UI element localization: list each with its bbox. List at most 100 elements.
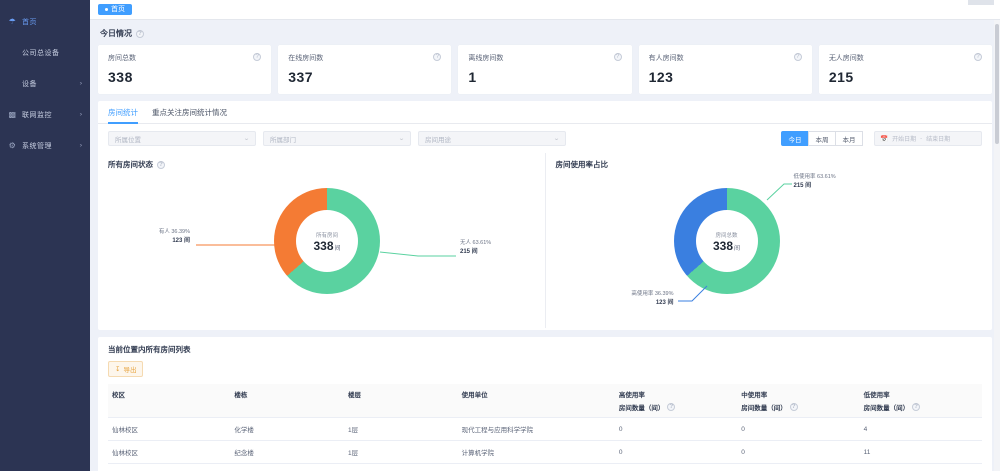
tab-key-rooms-statistics[interactable]: 重点关注房间统计情况 xyxy=(152,107,227,123)
download-icon: ↧ xyxy=(115,366,121,373)
export-button[interactable]: ↧ 导出 xyxy=(108,361,144,377)
date-range-separator: - xyxy=(920,135,923,142)
col-sublabel-row: 房间数量（间） ? xyxy=(741,402,855,412)
monitor-icon: ▩ xyxy=(8,110,17,119)
select-placeholder: 所属位置 xyxy=(115,136,141,144)
table-row[interactable]: 仙林校区 纪念楼 1层 计算机学院 0 0 11 xyxy=(108,440,982,464)
cell-mid: 0 xyxy=(737,417,860,441)
range-button-month[interactable]: 本月 xyxy=(835,131,863,146)
cell-floor: 1层 xyxy=(343,463,458,471)
tab-room-statistics[interactable]: 房间统计 xyxy=(108,107,138,124)
donut-chart[interactable]: 房间总数 338间 xyxy=(673,188,780,294)
help-icon[interactable]: ? xyxy=(974,53,983,61)
col-low-usage[interactable]: 低使用率 房间数量（间） ? xyxy=(859,384,982,418)
col-sublabel: 房间数量（间） xyxy=(863,405,910,412)
table-header-row: 校区 楼栋 楼层 使用单位 高使 xyxy=(108,384,982,418)
help-icon[interactable]: ? xyxy=(912,403,921,411)
pie-label-text: 无人 63.61% xyxy=(460,240,492,246)
stat-card-value: 1 xyxy=(468,69,477,85)
pie-label-value: 123 间 xyxy=(655,299,674,306)
sidebar-item-system-management[interactable]: ⚙ 系统管理 › xyxy=(0,130,90,161)
col-high-usage[interactable]: 高使用率 房间数量（间） ? xyxy=(614,384,738,418)
col-label: 中使用率 xyxy=(741,392,768,399)
cell-high: 0 xyxy=(614,417,738,441)
col-label: 高使用率 xyxy=(618,392,645,399)
help-icon[interactable]: ? xyxy=(157,160,165,169)
pie-label-text: 高使用率 36.39% xyxy=(631,291,674,297)
stat-card-title: 无人房间数 xyxy=(828,55,864,62)
help-icon[interactable]: ? xyxy=(613,53,622,61)
donut-center: 房间总数 338间 xyxy=(695,210,758,272)
stat-card-title: 离线房间数 xyxy=(468,55,504,62)
range-button-label: 本月 xyxy=(842,136,856,144)
help-icon[interactable]: ? xyxy=(136,29,144,38)
help-icon[interactable]: ? xyxy=(793,53,802,61)
col-unit[interactable]: 使用单位 xyxy=(457,384,615,418)
cell-low: 17 xyxy=(859,463,982,471)
cell-high: 0 xyxy=(614,440,738,464)
sidebar-item-network-monitor[interactable]: ▩ 联网监控 › xyxy=(0,99,90,130)
help-icon[interactable]: ? xyxy=(433,53,442,61)
sidebar-item-company-devices[interactable]: 公司总设备 xyxy=(0,37,90,68)
sidebar-item-label: 系统管理 xyxy=(22,142,52,150)
tab-label: 首页 xyxy=(111,6,125,13)
donut-center-unit: 间 xyxy=(734,245,741,252)
col-building[interactable]: 楼栋 xyxy=(230,384,344,418)
cell-high: 0 xyxy=(614,463,738,471)
col-campus[interactable]: 校区 xyxy=(108,384,231,418)
table-row[interactable]: 仙林校区 化学楼 1层 大学计算机基础教学部 0 0 17 xyxy=(108,463,982,471)
select-location[interactable]: 所属位置 ⌄ xyxy=(108,131,256,146)
filter-bar: 所属位置 ⌄ 所属部门 ⌄ 房间用途 ⌄ 今日 xyxy=(98,124,992,153)
statistics-panel: 房间统计 重点关注房间统计情况 所属位置 ⌄ 所属部门 ⌄ xyxy=(98,101,992,330)
chart-title-row: 房间使用率占比 xyxy=(556,159,983,170)
tab-label: 房间统计 xyxy=(108,108,138,117)
range-button-today[interactable]: 今日 xyxy=(781,131,809,146)
cell-campus: 仙林校区 xyxy=(108,417,231,441)
col-floor[interactable]: 楼层 xyxy=(343,384,458,418)
tab-home[interactable]: 首页 xyxy=(98,4,132,15)
sidebar-item-device[interactable]: 设备 › xyxy=(0,68,90,99)
cell-unit: 大学计算机基础教学部 xyxy=(457,463,615,471)
table-row[interactable]: 仙林校区 化学楼 1层 现代工程与应用科学学院 0 0 4 xyxy=(108,417,982,441)
date-range-picker[interactable]: 📅 开始日期 - 结束日期 xyxy=(874,131,982,146)
col-sublabel: 房间数量（间） xyxy=(741,405,787,412)
pie-label-value: 215 间 xyxy=(793,182,812,189)
chevron-down-icon: › xyxy=(79,142,83,149)
donut-chart[interactable]: 所有房间 338间 xyxy=(274,188,380,294)
table-title: 当前位置内所有房间列表 xyxy=(108,345,191,354)
range-button-label: 本周 xyxy=(815,136,829,144)
cell-building: 化学楼 xyxy=(230,417,344,441)
donut-center-unit: 间 xyxy=(334,245,341,252)
range-button-label: 今日 xyxy=(788,136,802,144)
donut-center-value-wrap: 338间 xyxy=(713,240,740,252)
scrollbar-thumb[interactable] xyxy=(995,24,999,144)
sidebar-item-label: 设备 xyxy=(22,80,37,88)
help-icon[interactable]: ? xyxy=(253,53,262,61)
donut-center-value-wrap: 338间 xyxy=(313,240,340,252)
help-icon[interactable]: ? xyxy=(789,403,798,411)
cell-floor: 1层 xyxy=(343,440,458,464)
range-button-week[interactable]: 本周 xyxy=(808,131,836,146)
chevron-down-icon: ⌄ xyxy=(553,136,560,142)
help-icon[interactable]: ? xyxy=(667,403,676,411)
col-mid-usage[interactable]: 中使用率 房间数量（间） ? xyxy=(737,384,860,418)
page-tab-bar: 首页 xyxy=(90,0,1000,20)
leader-lines xyxy=(196,244,456,257)
chart-canvas: 所有房间 338间 xyxy=(108,170,535,320)
content-scroll: 今日情况 ? 房间总数 ? 338 在线房间数 ? 337 xyxy=(90,20,1000,471)
export-button-label: 导出 xyxy=(123,367,137,374)
select-room-usage[interactable]: 房间用途 ⌄ xyxy=(418,131,566,146)
pie-label-vacant: 无人 63.61% 215 间 xyxy=(460,239,491,257)
select-placeholder: 房间用途 xyxy=(425,136,451,144)
table-body: 仙林校区 化学楼 1层 现代工程与应用科学学院 0 0 4 仙林校区 纪念楼 1… xyxy=(108,417,982,471)
scrollbar-track[interactable] xyxy=(994,20,1000,471)
stat-card-title: 在线房间数 xyxy=(288,55,324,62)
sidebar-item-home[interactable]: ☂ 首页 xyxy=(0,6,90,37)
calendar-icon: 📅 xyxy=(880,135,889,143)
select-department[interactable]: 所属部门 ⌄ xyxy=(263,131,411,146)
chart-canvas: 房间总数 338间 低使用率 xyxy=(556,170,983,320)
chevron-down-icon: ⌄ xyxy=(398,136,405,142)
cell-building: 化学楼 xyxy=(230,463,344,471)
home-icon: ☂ xyxy=(8,17,17,26)
donut-center-label: 所有房间 xyxy=(315,232,338,239)
